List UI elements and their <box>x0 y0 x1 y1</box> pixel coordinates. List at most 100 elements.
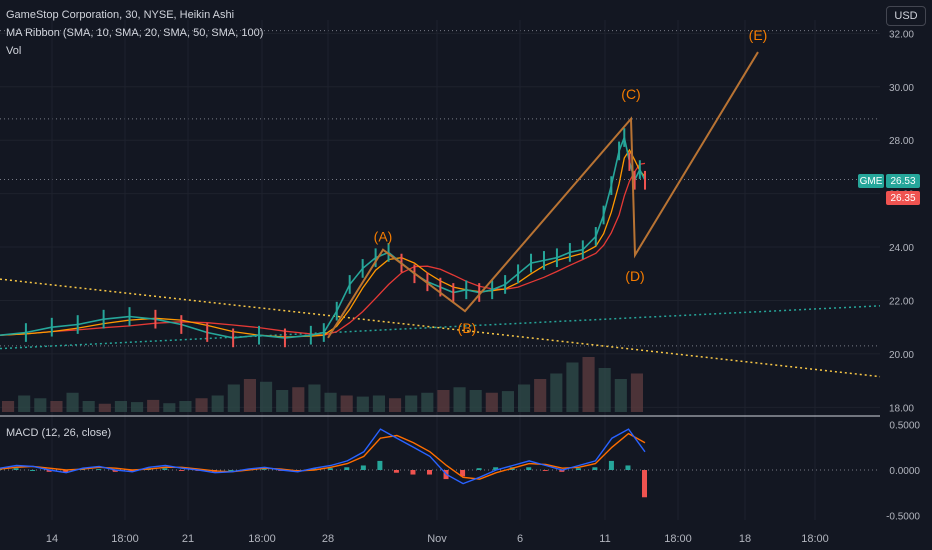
macd-line <box>0 428 646 485</box>
macd-histogram-bar <box>344 467 350 470</box>
volume-bar <box>614 379 627 412</box>
time-tick-label: 18:00 <box>111 533 139 545</box>
volume-bar <box>598 368 611 412</box>
macd-histogram-bar <box>96 469 102 470</box>
chart-title: GameStop Corporation, 30, NYSE, Heikin A… <box>6 9 235 21</box>
volume-bar <box>2 401 15 412</box>
macd-legend: MACD (12, 26, close) <box>6 427 112 439</box>
ma-slow-line <box>0 162 646 336</box>
wave-label: (E) <box>749 27 768 43</box>
volume-bars <box>2 357 643 412</box>
trendline-support <box>0 305 881 350</box>
price-tick-label: 22.00 <box>889 296 914 307</box>
macd-histogram-bar <box>625 465 631 470</box>
volume-bar <box>50 401 63 412</box>
volume-bar <box>82 401 95 412</box>
volume-bar <box>469 390 482 412</box>
time-tick-label: 14 <box>46 533 58 545</box>
volume-bar <box>66 392 79 412</box>
wave-label: (B) <box>458 320 477 336</box>
macd-histogram-bar <box>427 470 432 475</box>
volume-bar <box>485 392 498 412</box>
time-tick-label: Nov <box>427 533 447 545</box>
volume-bar <box>147 399 160 412</box>
trendlines <box>0 278 881 378</box>
macd-histogram-bar <box>63 470 69 473</box>
macd-histogram-bar <box>162 468 168 470</box>
volume-bar <box>114 401 127 412</box>
volume-bar <box>630 373 643 412</box>
volume-bar <box>356 396 369 412</box>
macd-histogram-bar <box>526 467 532 470</box>
volume-bar <box>501 391 514 412</box>
macd-histogram-bar <box>460 470 466 477</box>
volume-bar <box>550 373 563 412</box>
macd-histogram-bar <box>642 470 647 498</box>
macd-histogram-bar <box>46 470 52 472</box>
macd-histogram-bar <box>476 468 482 470</box>
macd-pane <box>0 428 880 498</box>
macd-histogram-bar <box>592 467 598 470</box>
volume-bar <box>34 398 47 412</box>
price-tick-label: 30.00 <box>889 83 914 94</box>
time-tick-label: 18:00 <box>664 533 692 545</box>
grid <box>0 20 880 520</box>
price-series <box>0 128 646 348</box>
macd-histogram-bar <box>575 468 581 470</box>
macd-histogram-bar <box>13 468 19 470</box>
price-axis[interactable]: 32.0030.0028.0026.0024.0022.0020.0018.00… <box>886 29 920 522</box>
volume-bar <box>179 401 192 412</box>
time-tick-label: 18:00 <box>248 533 276 545</box>
volume-bar <box>324 392 337 412</box>
wave-path <box>327 51 759 339</box>
ma-fast-line <box>0 148 646 338</box>
macd-histogram-bar <box>493 467 499 470</box>
macd-histogram-bar <box>327 468 333 470</box>
volume-bar <box>421 392 434 412</box>
volume-bar <box>195 398 208 412</box>
macd-histogram-bar <box>178 470 184 471</box>
volume-bar <box>276 390 289 412</box>
time-tick-label: 28 <box>322 533 334 545</box>
macd-histogram-bar <box>228 470 234 471</box>
time-axis[interactable]: 14 18:00 21 18:00 28 Nov 6 11 18:00 18 18:00 <box>46 533 829 545</box>
macd-histogram-bar <box>377 460 383 470</box>
macd-histogram-bar <box>542 470 548 471</box>
volume-bar <box>211 395 224 412</box>
macd-signal-line <box>0 432 646 480</box>
price-line <box>0 134 646 339</box>
price-tick-label: 32.00 <box>889 29 914 40</box>
macd-histogram-bar <box>129 470 135 472</box>
currency-button[interactable]: USD <box>886 6 926 26</box>
volume-bar <box>131 402 144 412</box>
volume-bar <box>534 379 547 412</box>
wave-label: (A) <box>374 229 393 245</box>
ma-ribbon-legend: MA Ribbon (SMA, 10, SMA, 20, SMA, 50, SM… <box>6 27 264 39</box>
macd-histogram-bar <box>30 470 36 471</box>
volume-bar <box>405 395 418 412</box>
macd-histogram-bar <box>311 468 317 470</box>
macd-histogram-bar <box>410 470 416 475</box>
macd-histogram-bar <box>112 470 118 472</box>
macd-histogram-bar <box>261 469 267 470</box>
volume-bar <box>340 395 353 412</box>
volume-bar <box>566 362 579 412</box>
last-price-tag: 26.53 <box>886 174 920 188</box>
symbol-tag: GME <box>858 174 884 188</box>
close-price-tag: 26.35 <box>886 191 920 205</box>
time-tick-label: 18 <box>739 533 751 545</box>
volume-bar <box>98 403 111 412</box>
time-tick-label: 21 <box>182 533 194 545</box>
volume-bar <box>260 381 273 412</box>
volume-bar <box>453 387 466 412</box>
volume-bar <box>163 403 176 412</box>
macd-histogram-bar <box>360 465 366 470</box>
volume-bar <box>227 384 240 412</box>
price-tick-label: 28.00 <box>889 136 914 147</box>
macd-tick-label: 0.5000 <box>889 421 920 432</box>
wave-label: (D) <box>625 268 644 284</box>
volume-legend: Vol <box>6 45 22 57</box>
volume-bar <box>437 390 450 412</box>
volume-bar <box>582 357 595 412</box>
